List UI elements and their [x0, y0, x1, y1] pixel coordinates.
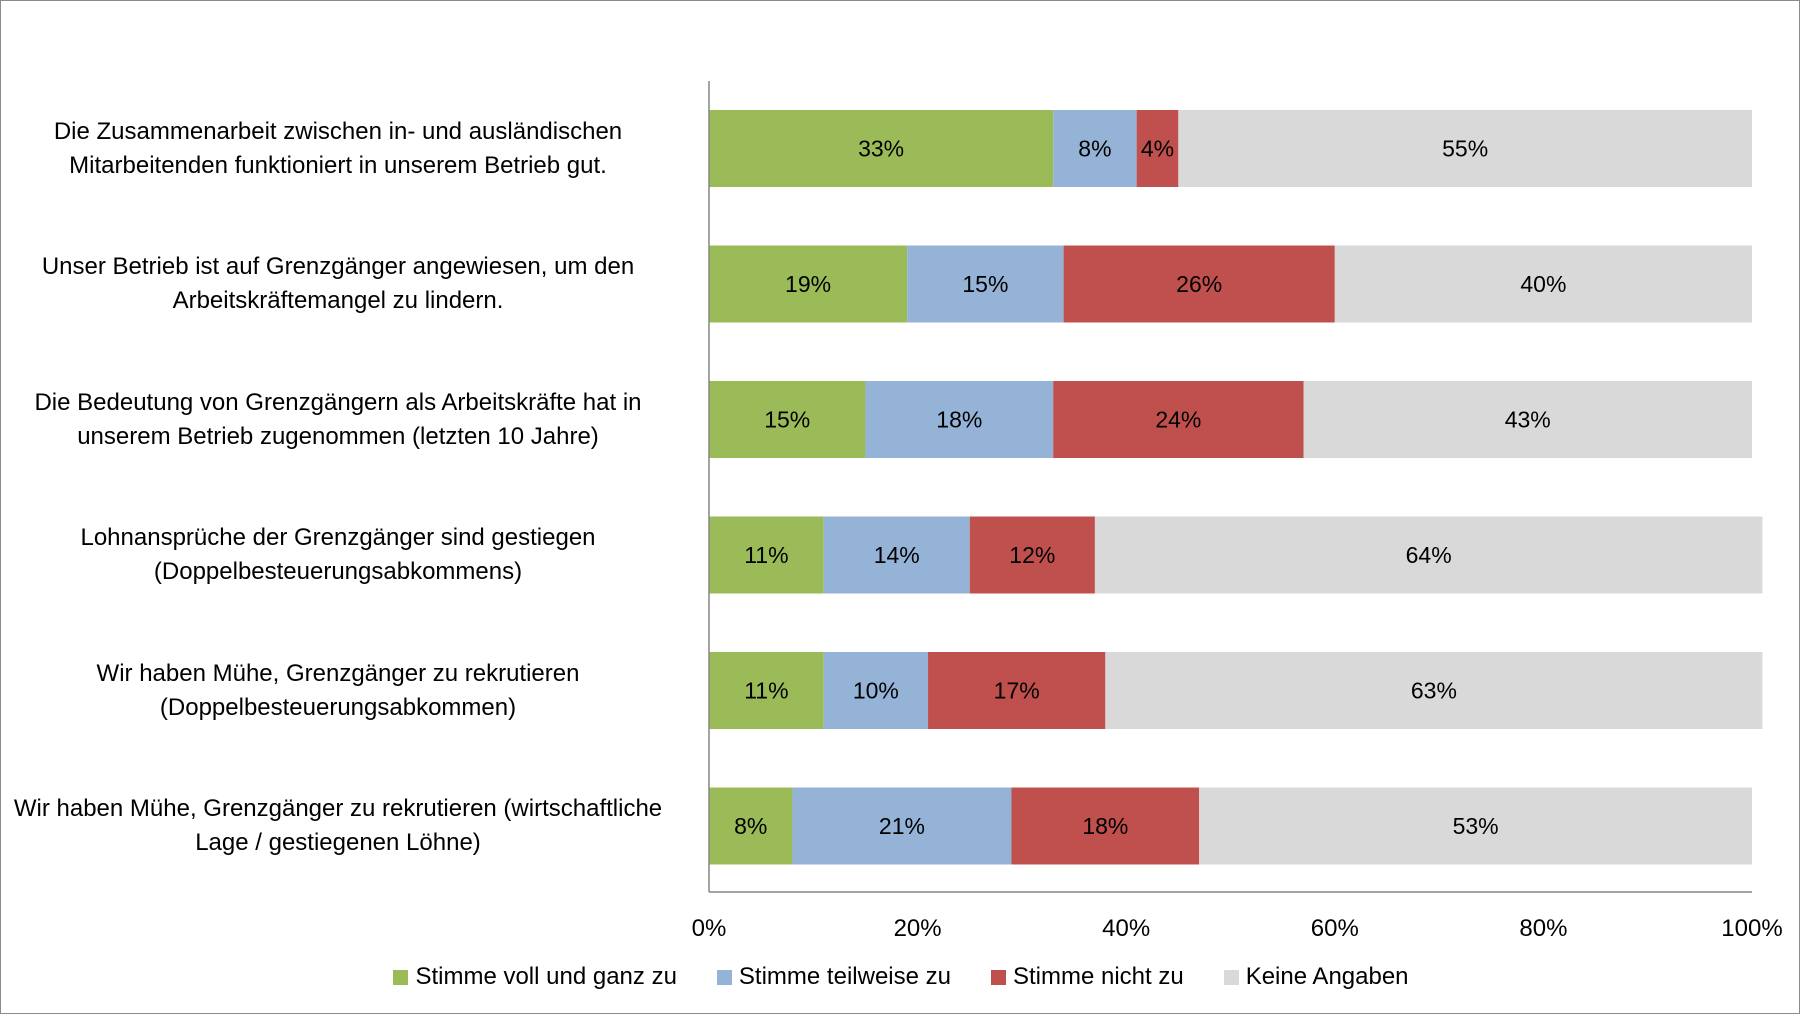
data-label: 21%: [879, 813, 925, 839]
x-tick-label: 80%: [1519, 915, 1567, 942]
data-label: 63%: [1411, 678, 1457, 704]
data-label: 40%: [1520, 271, 1566, 297]
data-label: 33%: [858, 136, 904, 162]
data-label: 15%: [962, 271, 1008, 297]
legend: Stimme voll und ganz zu Stimme teilweise …: [1, 963, 1799, 991]
data-label: 19%: [785, 271, 831, 297]
data-label: 11%: [744, 678, 788, 704]
data-label: 8%: [734, 813, 767, 839]
bar-segment: [865, 381, 1054, 458]
data-label: 14%: [874, 542, 920, 568]
bar-segment: [709, 516, 824, 594]
data-label: 55%: [1442, 136, 1488, 162]
legend-swatch: [990, 969, 1006, 985]
bar-segment: [709, 652, 824, 729]
bar-segment: [1105, 652, 1763, 729]
legend-label: Keine Angaben: [1245, 963, 1409, 990]
legend-label: Stimme nicht zu: [1012, 963, 1184, 990]
bar-segment: [1303, 381, 1752, 458]
data-label: 11%: [744, 542, 788, 568]
bar-segment: [1136, 110, 1179, 187]
bar-segment: [709, 110, 1054, 187]
data-label: 43%: [1505, 407, 1551, 433]
legend-label: Stimme voll und ganz zu: [415, 963, 677, 990]
data-label: 18%: [1082, 813, 1128, 839]
category-label: Die Bedeutung von Grenzgängern als Arbei…: [34, 388, 642, 450]
x-tick-label: 20%: [894, 915, 942, 942]
x-tick-label: 0%: [692, 915, 727, 942]
bar-segment: [1063, 245, 1335, 323]
x-tick-label: 40%: [1102, 915, 1150, 942]
legend-item: Keine Angaben: [1223, 963, 1409, 991]
category-label: Wir haben Mühe, Grenzgänger zu rekrutier…: [96, 659, 580, 721]
bar-segment: [823, 652, 929, 729]
category-label: Die Zusammenarbeit zwischen in- und ausl…: [53, 117, 623, 179]
legend-swatch: [1223, 969, 1239, 985]
data-label: 53%: [1453, 813, 1499, 839]
bar-segment: [1053, 110, 1137, 187]
bar-segment: [823, 516, 970, 594]
data-label: 26%: [1176, 271, 1222, 297]
bar-segment: [969, 516, 1095, 594]
category-label: Unser Betrieb ist auf Grenzgänger angewi…: [41, 253, 635, 314]
bar-segment: [1334, 245, 1752, 323]
x-tick-label: 100%: [1721, 915, 1782, 942]
data-label: 17%: [994, 678, 1040, 704]
bar-segment: [928, 652, 1106, 729]
bar-segment: [1199, 787, 1752, 865]
data-label: 12%: [1009, 542, 1055, 568]
legend-item: Stimme nicht zu: [990, 963, 1184, 991]
data-label: 18%: [936, 407, 982, 433]
bar-segment: [907, 245, 1064, 323]
data-label: 8%: [1078, 136, 1111, 162]
legend-item: Stimme teilweise zu: [716, 963, 951, 991]
category-label: Lohnansprüche der Grenzgänger sind gesti…: [80, 524, 596, 585]
category-label: Wir haben Mühe, Grenzgänger zu rekrutier…: [13, 795, 663, 856]
legend-swatch: [716, 969, 732, 985]
bar-segment: [792, 787, 1012, 865]
bar-segment: [1011, 787, 1200, 865]
x-tick-label: 60%: [1311, 915, 1359, 942]
bar-segment: [1053, 381, 1304, 458]
data-label: 10%: [853, 678, 899, 704]
bar-segment: [709, 787, 793, 865]
bar-segment: [709, 245, 908, 323]
data-label: 4%: [1141, 136, 1174, 162]
bar-segment: [709, 381, 866, 458]
bar-segment: [1178, 110, 1752, 187]
data-label: 15%: [764, 407, 810, 433]
bar-segment: [1094, 516, 1763, 594]
legend-label: Stimme teilweise zu: [738, 963, 951, 990]
legend-swatch: [393, 969, 409, 985]
data-label: 64%: [1406, 542, 1452, 568]
legend-item: Stimme voll und ganz zu: [393, 963, 677, 991]
data-label: 24%: [1155, 407, 1201, 433]
